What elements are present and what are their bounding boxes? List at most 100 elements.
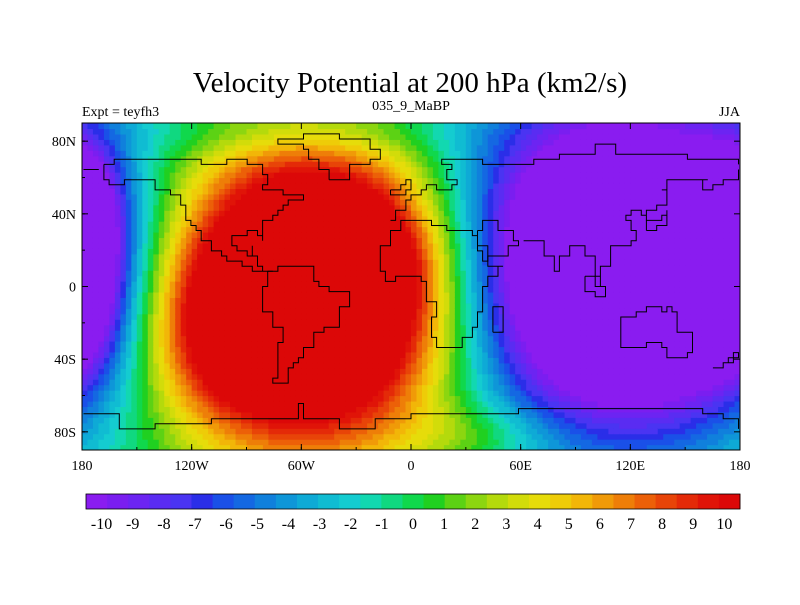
field-cell [328, 313, 335, 320]
field-cell [493, 417, 500, 424]
field-cell [164, 215, 171, 222]
field-cell [295, 204, 302, 211]
field-cell [136, 172, 143, 179]
field-cell [416, 433, 423, 440]
field-cell [125, 172, 132, 179]
field-cell [509, 302, 516, 309]
field-cell [262, 368, 270, 375]
field-cell [164, 237, 171, 244]
field-cell [471, 286, 478, 293]
field-cell [257, 422, 264, 429]
field-cell [164, 232, 171, 239]
field-cell [125, 302, 132, 309]
field-cell [454, 248, 461, 255]
field-cell [345, 368, 352, 375]
field-cell [186, 248, 193, 255]
field-cell [164, 302, 171, 309]
field-cell [191, 182, 198, 189]
field-cell [372, 193, 379, 200]
field-cell [328, 139, 335, 146]
field-cell [323, 237, 330, 244]
field-cell [295, 281, 302, 288]
field-cell [230, 390, 237, 397]
field-cell [230, 259, 237, 266]
field-cell [411, 433, 418, 440]
field-cell [432, 411, 440, 418]
field-cell [372, 368, 379, 375]
field-cell [361, 368, 368, 375]
field-cell [504, 302, 511, 309]
field-cell [411, 204, 418, 211]
field-cell [164, 362, 171, 369]
field-cell [471, 123, 478, 130]
field-cell [268, 395, 275, 402]
field-cell [345, 444, 352, 450]
field-cell [246, 400, 253, 407]
field-cell [405, 302, 412, 309]
field-cell [169, 362, 176, 369]
field-cell [301, 177, 308, 184]
field-cell [273, 204, 280, 211]
field-cell [383, 439, 390, 446]
field-cell [153, 193, 160, 200]
field-cell [125, 308, 132, 315]
field-cell [361, 417, 368, 424]
field-cell [175, 351, 182, 358]
field-cell [432, 248, 440, 255]
field-cell [180, 221, 187, 228]
field-cell [279, 150, 286, 157]
field-cell [197, 264, 204, 271]
field-cell [482, 264, 489, 271]
field-cell [509, 253, 516, 260]
field-cell [92, 144, 100, 151]
field-cell [164, 411, 171, 418]
field-cell [257, 182, 264, 189]
field-cell [317, 215, 324, 222]
field-cell [136, 373, 143, 380]
field-cell [465, 264, 472, 271]
field-cell [147, 368, 154, 375]
field-cell [378, 330, 385, 337]
field-cell [306, 237, 313, 244]
field-cell [421, 172, 429, 179]
field-cell [328, 406, 335, 413]
field-cell [531, 433, 538, 440]
field-cell [136, 232, 143, 239]
field-cell [142, 395, 149, 402]
field-cell [515, 411, 522, 418]
field-cell [147, 210, 154, 217]
field-cell [345, 139, 352, 146]
field-cell [257, 155, 264, 162]
field-cell [251, 368, 259, 375]
field-cell [443, 188, 450, 195]
field-cell [230, 395, 237, 402]
field-cell [487, 177, 494, 184]
field-cell [142, 270, 149, 277]
field-cell [202, 422, 209, 429]
field-cell [92, 313, 100, 320]
field-cell [427, 166, 434, 173]
field-cell [202, 204, 209, 211]
field-cell [356, 144, 363, 151]
field-cell [290, 302, 297, 309]
field-cell [103, 308, 111, 315]
field-cell [460, 199, 467, 206]
field-cell [208, 172, 215, 179]
field-cell [158, 259, 165, 266]
field-cell [235, 215, 242, 222]
field-cell [257, 286, 264, 293]
field-cell [493, 226, 500, 233]
field-cell [476, 204, 483, 211]
field-cell [443, 439, 450, 446]
field-cell [427, 395, 434, 402]
field-cell [251, 302, 259, 309]
field-cell [295, 335, 302, 342]
field-cell [257, 242, 264, 249]
field-cell [394, 308, 401, 315]
field-cell [350, 123, 357, 130]
field-cell [427, 275, 434, 282]
field-cell [531, 422, 538, 429]
field-cell [345, 433, 352, 440]
field-cell [498, 384, 505, 391]
field-cell [416, 232, 423, 239]
